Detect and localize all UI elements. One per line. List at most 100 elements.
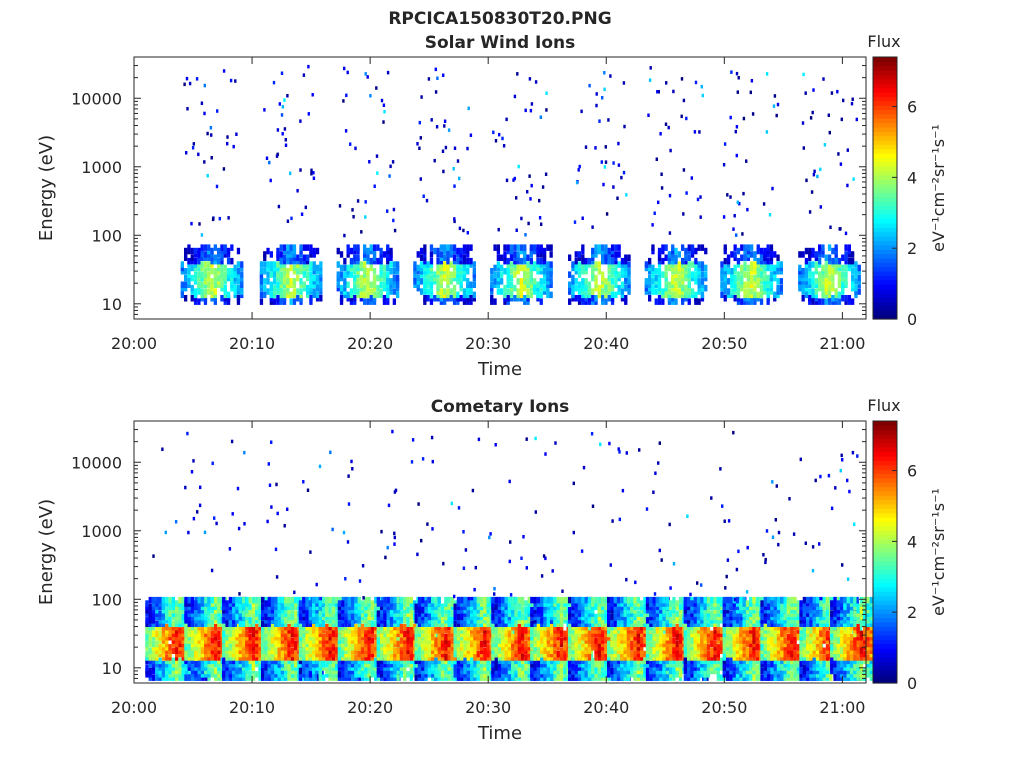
heatmap-cell bbox=[811, 261, 814, 268]
heatmap-cell bbox=[456, 258, 459, 265]
heatmap-cell bbox=[460, 295, 463, 302]
heatmap-cell bbox=[691, 288, 694, 295]
heatmap-cell bbox=[222, 644, 225, 651]
heatmap-cell bbox=[347, 244, 350, 251]
heatmap-cell bbox=[329, 607, 332, 614]
colorbar-segment bbox=[873, 245, 897, 250]
heatmap-cell bbox=[361, 641, 364, 648]
heatmap-cell bbox=[838, 271, 841, 278]
heatmap-cell bbox=[266, 288, 269, 295]
heatmap-cell bbox=[293, 265, 296, 272]
heatmap-cell bbox=[466, 244, 469, 251]
heatmap-cell bbox=[227, 268, 230, 275]
heatmap-cell bbox=[453, 292, 456, 299]
heatmap-cell bbox=[263, 285, 266, 292]
heatmap-cell bbox=[732, 227, 734, 231]
colorbar-segment bbox=[873, 171, 897, 176]
heatmap-cell bbox=[831, 258, 834, 265]
heatmap-cell bbox=[845, 232, 847, 236]
heatmap-cell bbox=[226, 135, 228, 139]
heatmap-cell bbox=[442, 170, 444, 174]
heatmap-cell bbox=[513, 271, 516, 278]
heatmap-cell bbox=[621, 282, 624, 289]
heatmap-cell bbox=[417, 251, 420, 258]
heatmap-cell bbox=[798, 265, 801, 272]
heatmap-cell bbox=[585, 258, 588, 265]
heatmap-cell bbox=[829, 226, 831, 230]
heatmap-cell bbox=[263, 251, 266, 258]
heatmap-cell bbox=[309, 550, 311, 554]
heatmap-cell bbox=[757, 258, 760, 265]
heatmap-cell bbox=[303, 244, 306, 251]
heatmap-cell bbox=[268, 668, 271, 675]
heatmap-cell bbox=[294, 617, 297, 624]
heatmap-cell bbox=[184, 275, 187, 282]
heatmap-cell bbox=[658, 295, 661, 302]
heatmap-cell bbox=[214, 597, 217, 604]
heatmap-cell bbox=[702, 94, 704, 98]
colorbar-segment bbox=[873, 197, 897, 202]
heatmap-cell bbox=[381, 99, 383, 103]
heatmap-cell bbox=[363, 285, 366, 292]
heatmap-cell bbox=[747, 271, 750, 278]
heatmap-cell bbox=[285, 144, 287, 148]
heatmap-cell bbox=[338, 671, 341, 678]
heatmap-cell bbox=[229, 614, 232, 621]
heatmap-cell bbox=[191, 470, 193, 474]
heatmap-cell bbox=[510, 244, 513, 251]
heatmap-cell bbox=[149, 597, 152, 604]
heatmap-cell bbox=[543, 268, 546, 275]
heatmap-cell bbox=[287, 597, 290, 604]
heatmap-cell bbox=[191, 631, 194, 638]
heatmap-cell bbox=[516, 229, 518, 233]
heatmap-cell bbox=[232, 631, 235, 638]
heatmap-cell bbox=[533, 278, 536, 285]
heatmap-cell bbox=[376, 171, 378, 175]
heatmap-cell bbox=[373, 268, 376, 275]
heatmap-cell bbox=[362, 596, 364, 600]
heatmap-cell bbox=[681, 77, 683, 81]
heatmap-cell bbox=[396, 261, 399, 268]
heatmap-cell bbox=[229, 597, 232, 604]
heatmap-cell bbox=[533, 244, 536, 251]
heatmap-cell bbox=[376, 275, 379, 282]
heatmap-cell bbox=[698, 130, 700, 134]
heatmap-cell bbox=[611, 278, 614, 285]
heatmap-cell bbox=[230, 268, 233, 275]
heatmap-cell bbox=[237, 248, 240, 255]
heatmap-cell bbox=[249, 617, 252, 624]
heatmap-cell bbox=[243, 522, 245, 526]
heatmap-cell bbox=[750, 288, 753, 295]
heatmap-cell bbox=[514, 177, 516, 181]
heatmap-cell bbox=[373, 244, 376, 251]
heatmap-cell bbox=[514, 95, 516, 99]
heatmap-cell bbox=[377, 610, 380, 617]
heatmap-cell bbox=[808, 278, 811, 285]
heatmap-cell bbox=[302, 597, 305, 604]
heatmap-cell bbox=[212, 218, 214, 222]
heatmap-cell bbox=[350, 248, 353, 255]
colorbar-segment bbox=[873, 118, 897, 123]
heatmap-cell bbox=[266, 261, 269, 268]
heatmap-cell bbox=[668, 288, 671, 295]
heatmap-cell bbox=[658, 268, 661, 275]
heatmap-cell bbox=[851, 298, 854, 305]
heatmap-cell bbox=[184, 486, 186, 490]
panel-title: Cometary Ions bbox=[431, 397, 570, 417]
heatmap-cell bbox=[155, 631, 158, 638]
heatmap-cell bbox=[194, 600, 197, 607]
heatmap-cell bbox=[678, 261, 681, 268]
heatmap-cell bbox=[286, 94, 288, 98]
heatmap-cell bbox=[773, 104, 775, 108]
heatmap-cell bbox=[294, 597, 297, 604]
heatmap-cell bbox=[380, 654, 383, 661]
heatmap-cell bbox=[387, 614, 390, 621]
heatmap-cell bbox=[187, 531, 189, 535]
heatmap-cell bbox=[350, 288, 353, 295]
heatmap-cell bbox=[446, 244, 449, 251]
heatmap-cell bbox=[309, 271, 312, 278]
heatmap-cell bbox=[604, 278, 607, 285]
heatmap-cell bbox=[463, 255, 466, 262]
heatmap-cell bbox=[389, 278, 392, 285]
